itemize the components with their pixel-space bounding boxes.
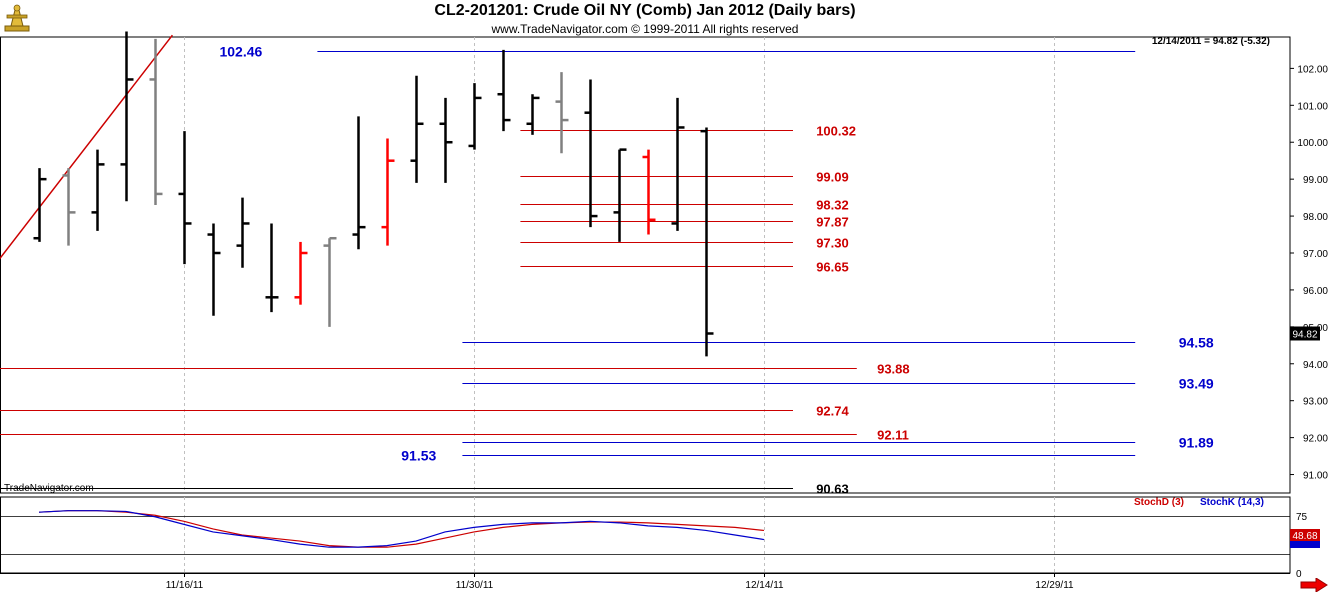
ohlc-bar xyxy=(381,138,395,246)
indicator-panel-frame xyxy=(0,496,1291,574)
ohlc-bar xyxy=(671,97,685,231)
price-tick-label: 102.00 xyxy=(1297,64,1328,75)
ohlc-bar xyxy=(439,97,453,183)
ohlc-bar xyxy=(555,72,569,154)
ohlc-bar xyxy=(62,168,76,246)
ohlc-bar xyxy=(526,94,540,135)
ohlc-bar xyxy=(178,131,192,265)
level-label: 98.32 xyxy=(816,198,849,213)
price-tick-label: 91.00 xyxy=(1303,471,1328,482)
level-label: 102.46 xyxy=(219,44,262,60)
watermark-text: TradeNavigator.com xyxy=(4,483,94,494)
chart-title: CL2-201201: Crude Oil NY (Comb) Jan 2012… xyxy=(434,2,856,19)
ohlc-bar xyxy=(497,49,511,132)
ohlc-bar xyxy=(33,168,47,242)
level-label: 91.89 xyxy=(1179,435,1214,451)
last-price-label: 94.82 xyxy=(1292,329,1317,340)
price-tick-label: 99.00 xyxy=(1303,175,1328,186)
price-tick-label: 100.00 xyxy=(1297,138,1328,149)
ohlc-bar xyxy=(265,223,279,313)
stochk-value-box xyxy=(1290,538,1320,549)
stochd-legend: StochD (3) xyxy=(1134,497,1184,508)
ohlc-bar xyxy=(149,38,163,205)
last-price-box xyxy=(1290,326,1320,341)
level-label: 97.87 xyxy=(816,215,849,230)
ohlc-bar xyxy=(468,83,482,150)
ohlc-bar xyxy=(584,79,598,228)
trade-navigator-logo-icon xyxy=(2,2,32,34)
level-label: 96.65 xyxy=(816,260,849,275)
date-tick-label: 11/30/11 xyxy=(456,580,494,591)
price-tick-label: 98.00 xyxy=(1303,212,1328,223)
ohlc-bar xyxy=(700,127,714,357)
ohlc-bar xyxy=(91,149,105,231)
price-tick-label: 96.00 xyxy=(1303,286,1328,297)
level-label: 92.74 xyxy=(816,404,849,419)
level-label: 94.58 xyxy=(1179,335,1214,351)
price-tick-label: 101.00 xyxy=(1297,101,1328,112)
ohlc-bar xyxy=(613,148,627,242)
price-tick-label: 93.00 xyxy=(1303,397,1328,408)
ohlc-bar xyxy=(294,241,308,305)
stoch-tick-label: 75 xyxy=(1296,512,1308,523)
date-tick-label: 11/16/11 xyxy=(166,580,204,591)
stoch-tick-label: 0 xyxy=(1296,569,1302,580)
price-tick-label: 92.00 xyxy=(1303,434,1328,445)
ohlc-bar xyxy=(236,197,250,268)
level-label: 93.49 xyxy=(1179,376,1214,392)
level-label: 93.88 xyxy=(877,362,910,377)
level-label: 100.32 xyxy=(816,124,856,139)
level-label: 97.30 xyxy=(816,236,849,251)
level-label: 92.11 xyxy=(877,428,909,443)
stochk-legend: StochK (14,3) xyxy=(1200,497,1264,508)
ohlc-bar xyxy=(642,149,656,235)
date-tick-label: 12/29/11 xyxy=(1035,580,1074,591)
ohlc-bar xyxy=(207,223,221,316)
level-label: 99.09 xyxy=(816,170,849,185)
ohlc-bar xyxy=(120,31,134,202)
stoch-last-value: 48.68 xyxy=(1292,531,1317,542)
copyright-text: www.TradeNavigator.com © 1999-2011 All r… xyxy=(491,22,799,36)
ohlc-bar xyxy=(410,75,424,183)
stochd-value-box xyxy=(1290,529,1320,542)
ohlc-bar xyxy=(352,116,366,250)
price-tick-label: 94.00 xyxy=(1303,360,1328,371)
date-tick-label: 12/14/11 xyxy=(745,580,784,591)
stoch-series-line xyxy=(38,510,765,548)
price-readout: 12/14/2011 = 94.82 (-5.32) xyxy=(1151,36,1270,47)
right-arrow-icon[interactable] xyxy=(1300,577,1328,597)
ohlc-bar xyxy=(323,236,337,327)
price-tick-label: 97.00 xyxy=(1303,249,1328,260)
stoch-series-line xyxy=(38,510,765,548)
trendline xyxy=(0,34,173,260)
price-panel-frame xyxy=(0,36,1291,494)
level-label: 90.63 xyxy=(816,482,849,497)
level-label: 91.53 xyxy=(401,448,436,464)
